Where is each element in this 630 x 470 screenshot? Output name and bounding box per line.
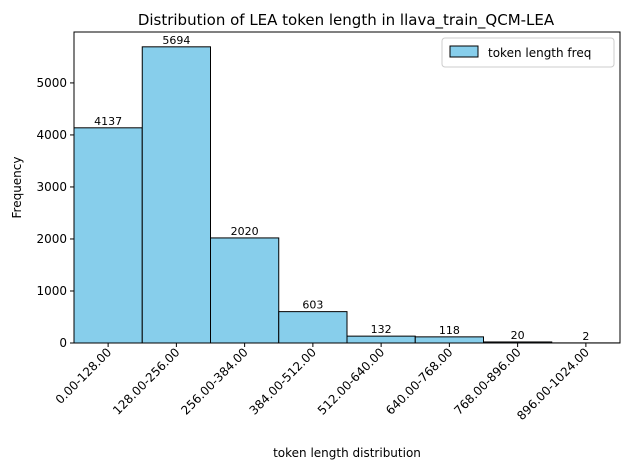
y-tick-label: 2000 — [36, 232, 67, 246]
bar — [210, 237, 280, 344]
bar-value-label: 4137 — [94, 115, 122, 128]
legend-swatch — [449, 45, 479, 58]
bar-value-label: 118 — [439, 324, 460, 337]
x-tick-label: 0.00-128.00 — [53, 345, 115, 407]
bar — [346, 335, 416, 344]
y-tick-label: 5000 — [36, 76, 67, 90]
y-tick-label: 4000 — [36, 128, 67, 142]
legend: token length freq — [441, 37, 615, 68]
y-tick-label: 3000 — [36, 180, 67, 194]
x-axis: 0.00-128.00128.00-256.00256.00-384.00384… — [53, 343, 592, 423]
y-tick-label: 0 — [59, 336, 67, 350]
y-tick-label: 1000 — [36, 284, 67, 298]
bars-layer — [73, 46, 621, 344]
bar — [278, 311, 348, 344]
value-labels-layer: 4137 5694 2020 603 132 118 20 2 — [94, 34, 589, 343]
chart-title: Distribution of LEA token length in llav… — [138, 11, 555, 30]
y-axis: 0 1000 2000 3000 4000 5000 — [36, 76, 74, 350]
bar-value-label: 2020 — [231, 225, 259, 238]
x-tick-label: 768.00-896.00 — [451, 345, 523, 417]
bar — [73, 127, 143, 344]
x-tick-label: 256.00-384.00 — [178, 345, 250, 417]
plot-frame — [73, 31, 621, 344]
bar — [414, 336, 484, 344]
x-tick-label: 512.00-640.00 — [315, 345, 387, 417]
x-tick-label: 640.00-768.00 — [383, 345, 455, 417]
x-tick-label: 896.00-1024.00 — [514, 345, 592, 423]
legend-label: token length freq — [488, 46, 591, 60]
bar-value-label: 603 — [302, 299, 323, 312]
x-tick-label: 128.00-256.00 — [110, 345, 182, 417]
x-axis-label: token length distribution — [273, 446, 421, 460]
x-tick-label: 384.00-512.00 — [247, 345, 319, 417]
y-axis-label: Frequency — [10, 157, 24, 219]
bar-value-label: 2 — [582, 330, 589, 343]
bar-value-label: 20 — [511, 329, 525, 342]
bar-value-label: 132 — [371, 323, 392, 336]
bar-value-label: 5694 — [162, 34, 190, 47]
bar — [141, 46, 211, 344]
legend-box — [441, 37, 615, 68]
